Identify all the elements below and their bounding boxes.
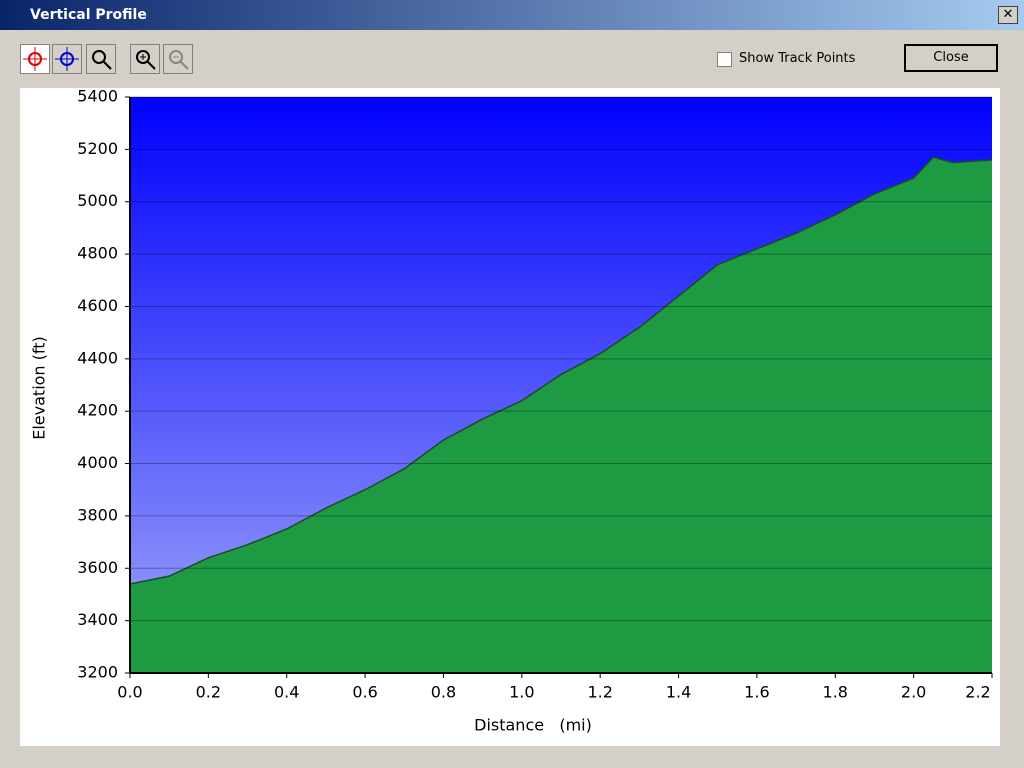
x-tick-label: 1.4 [666,683,691,702]
close-x[interactable]: ✕ [998,6,1018,24]
tool-zoom-in[interactable] [130,44,160,74]
y-tick-label: 3800 [77,505,118,524]
x-tick-label: 0.2 [196,683,221,702]
x-tick-label: 2.2 [965,683,990,702]
x-tick-label: 0.8 [431,683,456,702]
window-title: Vertical Profile [30,7,147,23]
y-tick-label: 3400 [77,610,118,629]
tool-crosshair-red[interactable] [20,44,50,74]
x-tick-label: 0.4 [274,683,299,702]
tool-crosshair-blue[interactable] [52,44,82,74]
x-tick-label: 1.6 [744,683,769,702]
x-tick-label: 0.6 [352,683,377,702]
tool-zoom-out[interactable] [163,44,193,74]
x-tick-label: 1.0 [509,683,534,702]
elevation-line [129,156,993,585]
y-tick-label: 4800 [77,244,118,263]
x-tick-label: 2.0 [901,683,926,702]
tool-zoom-box[interactable] [86,44,116,74]
y-tick-label: 3600 [77,558,118,577]
x-axis-label: Distance (mi) [474,716,592,735]
title-bar: Vertical Profile ✕ [0,0,1024,30]
y-tick-label: 3200 [77,663,118,682]
y-tick-label: 4400 [77,348,118,367]
y-tick-label: 4200 [77,401,118,420]
checkbox-label[interactable]: Show Track Points [739,51,856,66]
y-tick-label: 4000 [77,453,118,472]
checkbox[interactable] [717,52,732,67]
y-tick-label: 5400 [77,88,118,106]
y-tick-label: 4600 [77,296,118,315]
close-button[interactable]: Close [904,44,998,72]
y-tick-label: 5200 [77,139,118,158]
x-tick-label: 1.8 [823,683,848,702]
x-tick-label: 0.0 [117,683,142,702]
elevation-area [130,157,992,673]
chart: Elevation (ft) Distance (mi) 3200 3400 360… [20,88,1000,746]
y-tick-label: 5000 [77,191,118,210]
x-tick-label: 1.2 [587,683,612,702]
y-axis-label: Elevation (ft) [30,336,49,440]
